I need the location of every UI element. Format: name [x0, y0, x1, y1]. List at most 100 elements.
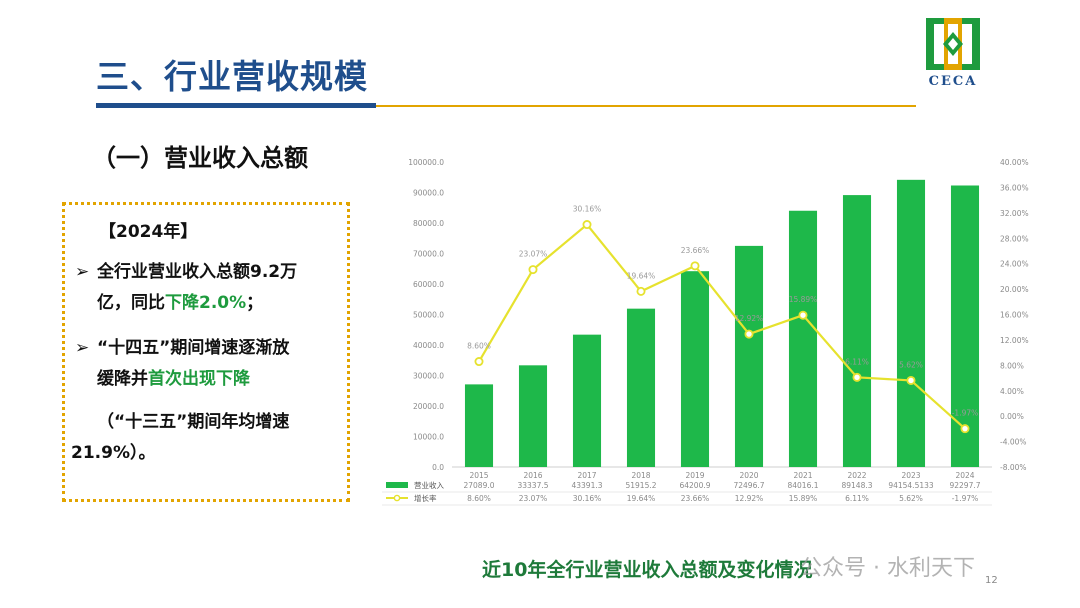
y-right-tick-label: 4.00% — [1000, 387, 1024, 396]
table-revenue-value: 92297.7 — [949, 481, 980, 490]
y-right-tick-label: 8.00% — [1000, 361, 1024, 370]
x-tick-label: 2023 — [901, 471, 920, 480]
bar — [680, 271, 710, 467]
y-right-tick-label: 16.00% — [1000, 311, 1029, 320]
growth-rate-label: 5.62% — [899, 360, 923, 369]
growth-rate-point — [960, 424, 970, 434]
arrow-bullet-icon: ➢ — [75, 262, 90, 282]
bullet-1-text-a: 全行业营业收入总额9.2万 — [97, 262, 298, 282]
growth-rate-point — [906, 375, 916, 385]
y-right-tick-label: 32.00% — [1000, 209, 1029, 218]
x-tick-label: 2019 — [685, 471, 704, 480]
summary-box: 【2024年】 ➢ 全行业营业收入总额9.2万 亿，同比下降2.0%； ➢ “十四五… — [62, 202, 350, 502]
y-left-tick-label: 70000.0 — [413, 250, 444, 259]
y-left-tick-label: 10000.0 — [413, 433, 444, 442]
growth-rate-point — [474, 357, 484, 367]
growth-rate-label: 19.64% — [627, 271, 656, 280]
x-tick-label: 2017 — [577, 471, 596, 480]
bullet-1-end: ； — [246, 293, 264, 313]
y-left-tick-label: 40000.0 — [413, 341, 444, 350]
growth-rate-label: 6.11% — [845, 357, 869, 366]
table-revenue-value: 94154.5133 — [888, 481, 934, 490]
y-right-tick-label: -4.00% — [1000, 438, 1027, 447]
table-revenue-value: 64200.9 — [679, 481, 710, 490]
bullet-2: ➢ “十四五”期间增速逐渐放 缓降并首次出现下降 — [75, 333, 289, 395]
x-tick-label: 2024 — [955, 471, 974, 480]
title-underline-gold — [376, 105, 916, 107]
table-growth-value: 6.11% — [845, 494, 869, 503]
bullet-2-text-a: “十四五”期间增速逐渐放 — [97, 338, 290, 358]
ceca-logo: CECA — [920, 16, 986, 94]
y-right-tick-label: 24.00% — [1000, 260, 1029, 269]
growth-rate-point — [690, 261, 700, 271]
table-growth-value: 23.66% — [681, 494, 710, 503]
growth-rate-point — [636, 286, 646, 296]
growth-rate-label: 8.60% — [467, 342, 491, 351]
bar — [464, 384, 494, 467]
growth-rate-label: 30.16% — [573, 205, 602, 214]
growth-rate-label: 12.92% — [735, 314, 764, 323]
legend-bar-label: 营业收入 — [414, 480, 444, 490]
y-left-tick-label: 90000.0 — [413, 189, 444, 198]
growth-rate-point — [852, 372, 862, 382]
table-revenue-value: 27089.0 — [463, 481, 494, 490]
table-growth-value: -1.97% — [952, 494, 979, 503]
y-right-tick-label: -8.00% — [1000, 463, 1027, 472]
table-growth-value: 30.16% — [573, 494, 602, 503]
table-revenue-value: 33337.5 — [517, 481, 548, 490]
x-tick-label: 2018 — [631, 471, 650, 480]
y-left-tick-label: 0.0 — [432, 463, 444, 472]
y-left-tick-label: 50000.0 — [413, 311, 444, 320]
bar — [626, 308, 656, 467]
x-tick-label: 2020 — [739, 471, 758, 480]
table-growth-value: 8.60% — [467, 494, 491, 503]
table-growth-value: 5.62% — [899, 494, 923, 503]
growth-rate-point — [798, 310, 808, 320]
growth-rate-line — [478, 222, 966, 430]
bullet-2-text-b: 缓降并 — [97, 369, 148, 389]
growth-rate-point — [528, 265, 538, 275]
y-right-tick-label: 36.00% — [1000, 183, 1029, 192]
growth-rate-label: -1.97% — [952, 409, 979, 418]
growth-rate-label: 15.89% — [789, 295, 818, 304]
ceca-logo-icon — [926, 18, 980, 70]
bar — [842, 195, 872, 467]
y-right-tick-label: 12.00% — [1000, 336, 1029, 345]
growth-rate-label: 23.07% — [519, 250, 548, 259]
page-title: 三、行业营收规模 — [96, 57, 368, 96]
logo-text: CECA — [928, 74, 978, 89]
arrow-bullet-icon: ➢ — [75, 338, 90, 358]
bar — [734, 245, 764, 467]
bullet-1-text-b: 亿，同比 — [97, 293, 165, 313]
growth-rate-point — [582, 220, 592, 230]
y-right-tick-label: 20.00% — [1000, 285, 1029, 294]
title-underline-blue — [96, 103, 376, 108]
legend-line-marker — [393, 494, 401, 502]
y-left-tick-label: 80000.0 — [413, 219, 444, 228]
revenue-chart: 0.0 10000.0 20000.0 30000.0 40000.0 50000.0 60… — [382, 158, 1029, 506]
section-subtitle: （一）营业收入总额 — [92, 144, 308, 172]
table-growth-value: 19.64% — [627, 494, 656, 503]
y-left-tick-label: 60000.0 — [413, 280, 444, 289]
bar — [572, 334, 602, 467]
summary-year: 【2024年】 — [99, 222, 198, 242]
x-tick-label: 2022 — [847, 471, 866, 480]
table-growth-value: 23.07% — [519, 494, 548, 503]
bullet-1-highlight: 下降2.0% — [165, 293, 247, 313]
watermark: 公众号 · 水利天下 — [800, 556, 975, 581]
table-revenue-value: 51915.2 — [625, 481, 656, 490]
table-revenue-value: 89148.3 — [841, 481, 872, 490]
x-tick-label: 2016 — [523, 471, 542, 480]
table-revenue-value: 72496.7 — [733, 481, 764, 490]
bar — [896, 179, 926, 467]
y-left-tick-label: 20000.0 — [413, 402, 444, 411]
y-right-tick-label: 40.00% — [1000, 158, 1029, 167]
y-left-tick-label: 100000.0 — [408, 158, 444, 167]
legend-line-label: 增长率 — [414, 493, 437, 503]
bar — [788, 210, 818, 467]
y-right-tick-label: 28.00% — [1000, 234, 1029, 243]
growth-rate-point — [744, 329, 754, 339]
note-line-1: （“十三五”期间年均增速 — [97, 412, 290, 432]
note-line-2: 21.9%）。 — [71, 443, 156, 463]
bar — [518, 365, 548, 467]
